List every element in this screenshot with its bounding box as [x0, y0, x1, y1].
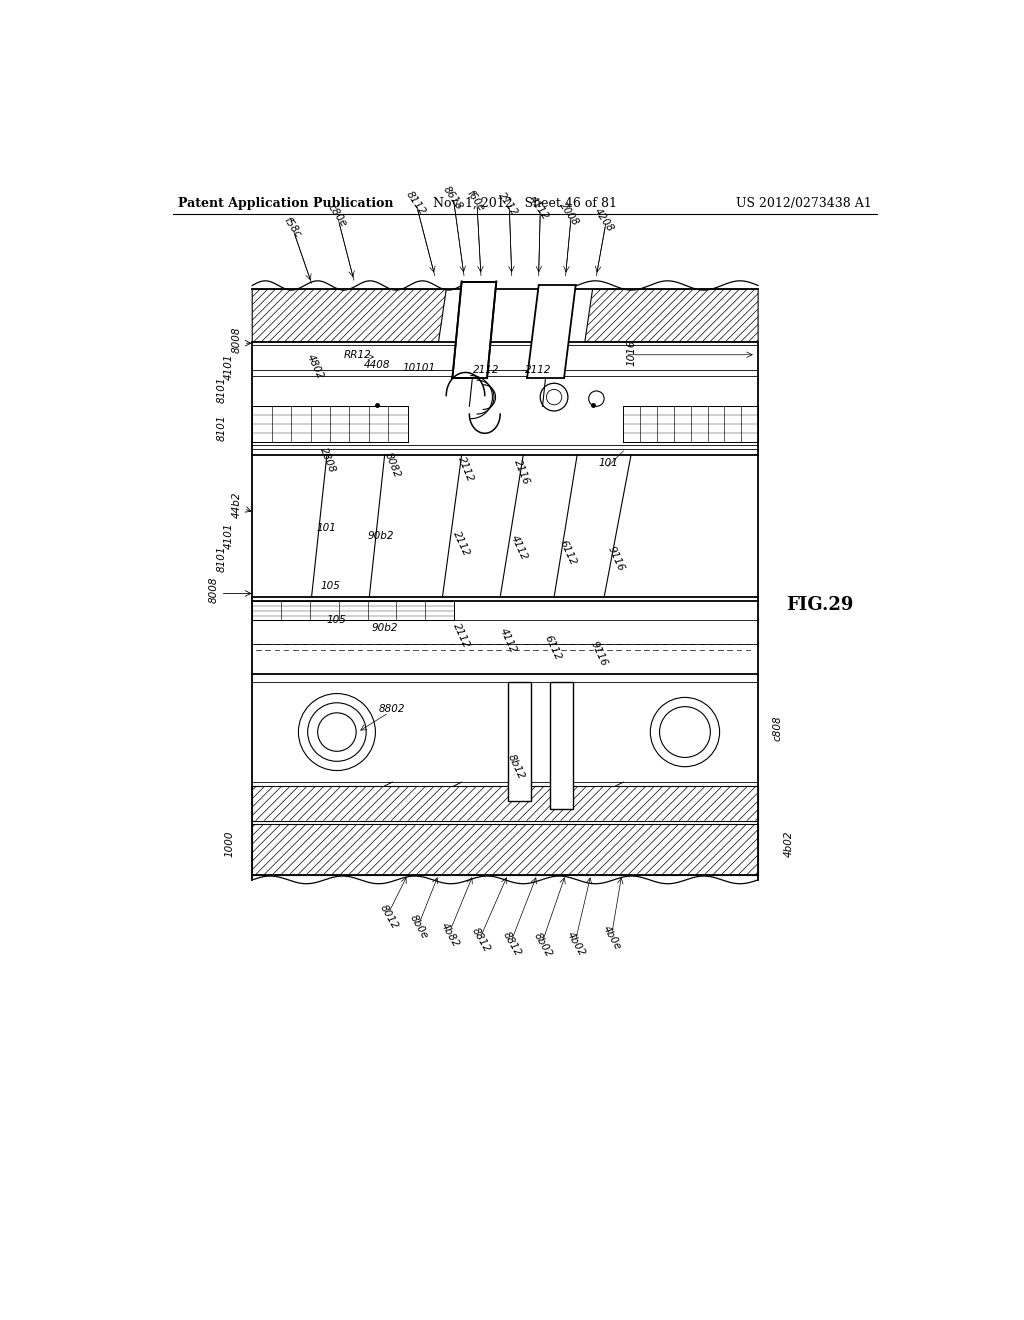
Text: c808: c808 — [772, 715, 782, 741]
Text: 1016: 1016 — [626, 339, 636, 366]
Text: 2008: 2008 — [558, 201, 582, 227]
Text: 4802: 4802 — [305, 352, 326, 380]
Polygon shape — [453, 281, 497, 378]
Text: 2112: 2112 — [497, 191, 519, 218]
Text: 2116: 2116 — [512, 458, 531, 487]
Text: 8812: 8812 — [470, 925, 492, 954]
Text: 4b0e: 4b0e — [601, 924, 623, 952]
Text: f58c: f58c — [282, 215, 303, 240]
Text: 9116: 9116 — [589, 639, 609, 668]
Text: 8802: 8802 — [379, 704, 406, 714]
Text: 4112: 4112 — [527, 195, 550, 222]
Text: 4101: 4101 — [224, 352, 234, 380]
Text: 4408: 4408 — [364, 360, 390, 370]
Polygon shape — [550, 682, 573, 809]
Text: c80e: c80e — [326, 203, 348, 230]
Text: f60e: f60e — [465, 189, 486, 213]
Text: 44b2: 44b2 — [231, 491, 242, 519]
Text: 2112: 2112 — [452, 622, 472, 649]
Text: 2112: 2112 — [456, 455, 475, 483]
Text: 8b12: 8b12 — [506, 752, 525, 781]
Text: 8008: 8008 — [231, 326, 242, 352]
Text: 4b82: 4b82 — [439, 920, 461, 949]
Text: 6112: 6112 — [558, 539, 579, 566]
Text: 8b02: 8b02 — [531, 932, 553, 960]
Text: 101: 101 — [317, 523, 337, 533]
Text: 6112: 6112 — [543, 634, 562, 661]
Text: 8b0e: 8b0e — [409, 913, 430, 941]
Text: 4b02: 4b02 — [564, 929, 587, 958]
Text: 1000: 1000 — [224, 830, 234, 857]
Text: 4208: 4208 — [593, 206, 615, 234]
Text: 4112: 4112 — [498, 627, 518, 655]
Polygon shape — [508, 682, 531, 801]
Text: RR12: RR12 — [344, 350, 372, 360]
Text: 105: 105 — [321, 581, 341, 591]
Text: FIG.29: FIG.29 — [786, 597, 853, 614]
Text: 8008: 8008 — [209, 577, 219, 603]
Text: 8812: 8812 — [501, 929, 522, 958]
Text: 2808: 2808 — [318, 446, 337, 474]
Text: 10101: 10101 — [402, 363, 436, 372]
Text: 4112: 4112 — [509, 533, 529, 561]
Text: 8112: 8112 — [403, 189, 427, 216]
Text: 9116: 9116 — [605, 545, 626, 573]
Text: 2112: 2112 — [452, 529, 472, 557]
Text: 90b2: 90b2 — [372, 623, 398, 634]
Text: 8012: 8012 — [378, 903, 399, 931]
Text: 4101: 4101 — [224, 523, 234, 549]
Text: 2112: 2112 — [525, 366, 552, 375]
Text: 105: 105 — [327, 615, 347, 626]
Text: 8618: 8618 — [440, 185, 464, 213]
Text: 8101: 8101 — [216, 376, 226, 403]
Text: Nov. 1, 2012   Sheet 46 of 81: Nov. 1, 2012 Sheet 46 of 81 — [433, 197, 616, 210]
Text: 90b2: 90b2 — [368, 531, 394, 541]
Text: 2112: 2112 — [473, 366, 500, 375]
Text: 8101: 8101 — [216, 414, 226, 441]
Text: US 2012/0273438 A1: US 2012/0273438 A1 — [735, 197, 871, 210]
Polygon shape — [527, 285, 575, 378]
Text: 8082: 8082 — [383, 450, 402, 479]
Text: 8101: 8101 — [216, 545, 226, 572]
Text: Patent Application Publication: Patent Application Publication — [178, 197, 394, 210]
Text: 4b02: 4b02 — [784, 830, 794, 857]
Text: 101: 101 — [598, 458, 617, 467]
